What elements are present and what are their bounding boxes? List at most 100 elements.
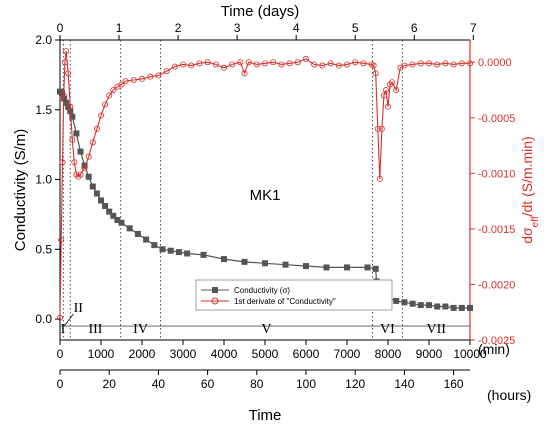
derivative-point: [401, 62, 408, 69]
conductivity-point: [450, 304, 457, 311]
hours-tick-label: 120: [345, 377, 365, 391]
derivative-point: [204, 59, 211, 66]
derivative-point: [179, 61, 186, 68]
conductivity-point: [126, 225, 133, 232]
conductivity-point: [69, 113, 76, 120]
derivative-point: [389, 79, 396, 86]
hours-tick-label: 160: [444, 377, 464, 391]
derivative-point: [57, 314, 64, 321]
derivative-point: [69, 136, 76, 143]
conductivity-point: [184, 250, 191, 257]
derivative-point: [378, 125, 385, 132]
conductivity-point: [434, 303, 441, 310]
derivative-point: [71, 159, 78, 166]
derivative-point: [63, 48, 70, 55]
y-right-tick-label: -0.0020: [478, 279, 515, 291]
derivative-point: [245, 59, 252, 66]
hours-tick-label: 60: [201, 377, 215, 391]
derivative-point: [122, 78, 129, 85]
derivative-point: [102, 101, 109, 108]
conductivity-point: [467, 304, 473, 311]
derivative-point: [229, 61, 236, 68]
derivative-point: [77, 171, 84, 178]
derivative-point: [61, 59, 68, 66]
derivative-point: [261, 60, 268, 67]
derivative-point: [450, 61, 457, 68]
derivative-point: [65, 70, 72, 77]
conductivity-point: [65, 103, 72, 110]
derivative-point: [58, 236, 65, 243]
derivative-point: [130, 77, 137, 84]
y-left-tick-label: 2.0: [35, 33, 52, 47]
conductivity-point: [426, 302, 432, 309]
top-tick-label: 6: [411, 21, 418, 35]
derivative-point: [376, 175, 383, 182]
x-tick-label: 3000: [170, 347, 197, 361]
conductivity-point: [241, 258, 248, 265]
conductivity-point: [282, 261, 289, 268]
chart-annotation: MK1: [250, 187, 281, 204]
derivative-point: [67, 103, 74, 110]
phase-label: I: [61, 322, 66, 337]
bottom-axis-title: Time: [249, 407, 282, 424]
conductivity-point: [63, 99, 70, 106]
x-tick-label: 10000: [453, 347, 487, 361]
derivative-point: [171, 63, 178, 70]
derivative-point: [311, 61, 318, 68]
x-tick-label: 6000: [293, 347, 320, 361]
left-axis: 0.0 0.5 1.0 1.5 2.0: [35, 33, 60, 326]
right-axis: 0.0000 -0.0005 -0.0010 -0.0015 -0.0020 -0.002…: [469, 40, 515, 347]
derivative-point: [60, 92, 67, 99]
hours-tick-label: 0: [57, 377, 64, 391]
hours-tick-label: 40: [152, 377, 166, 391]
x-tick-label: 1000: [88, 347, 115, 361]
phase-label: III: [88, 322, 102, 337]
derivative-point: [147, 73, 154, 80]
derivative-point: [409, 61, 416, 68]
derivative-point: [253, 61, 260, 68]
conductivity-point: [401, 299, 408, 306]
y-left-tick-label: 1.5: [35, 103, 52, 117]
legend-derivative-marker: [211, 297, 219, 305]
derivative-line: [59, 51, 470, 318]
y-right-tick-label: 0.0000: [478, 57, 512, 69]
derivative-point: [138, 75, 145, 82]
top-axis: 0 1 2 3 4 5 6 7: [57, 21, 477, 40]
derivative-point: [155, 72, 162, 79]
phase-arrow: [63, 313, 74, 327]
conductivity-point: [89, 183, 96, 190]
conductivity-point: [221, 256, 227, 263]
phase-label: VI: [380, 322, 395, 337]
conductivity-series: [57, 88, 473, 311]
derivative-point: [118, 81, 125, 88]
conductivity-point: [372, 265, 379, 272]
x-tick-label: 9000: [416, 347, 443, 361]
derivative-point: [286, 60, 293, 67]
hours-tick-label: 20: [103, 377, 117, 391]
derivative-point: [188, 62, 195, 69]
conductivity-point: [159, 246, 166, 253]
top-tick-label: 0: [57, 21, 64, 35]
legend-derivative-label: 1st derivate of "Conductivity": [234, 297, 336, 306]
minutes-unit: (min): [478, 341, 510, 357]
conductivity-point: [262, 260, 268, 267]
derivative-point: [458, 60, 465, 67]
derivative-point: [384, 103, 391, 110]
derivative-point: [81, 164, 88, 171]
x-tick-label: 4000: [211, 347, 238, 361]
top-tick-label: 1: [116, 21, 123, 35]
derivative-point: [382, 87, 389, 94]
derivative-point: [110, 87, 117, 94]
conductivity-point: [417, 302, 424, 309]
legend-conductivity-marker: [212, 287, 218, 293]
derivative-series: [57, 48, 473, 321]
legend-box: [195, 279, 393, 311]
x-tick-label: 5000: [252, 347, 279, 361]
derivative-point: [163, 68, 170, 75]
conductivity-point: [167, 247, 174, 254]
derivative-point: [335, 62, 342, 69]
top-axis-title: Time (days): [221, 3, 300, 20]
derivative-point: [220, 64, 227, 71]
phase-label: II: [74, 301, 84, 316]
